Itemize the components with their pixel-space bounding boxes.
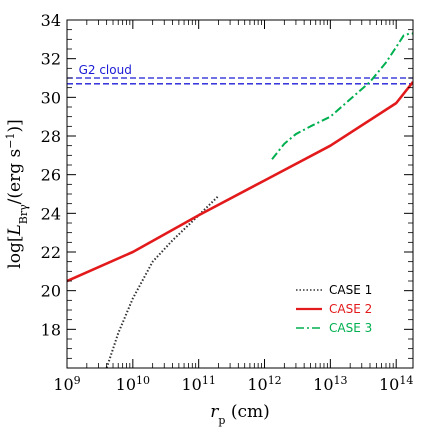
x-tick-label: 1013 (313, 374, 347, 395)
annotation-g2-cloud: G2 cloud (79, 63, 132, 77)
legend: CASE 1 CASE 2 CASE 3 (296, 283, 372, 335)
x-axis-label: rp (cm) (210, 402, 270, 427)
axis-ticks: 109 1010 1011 1012 1013 1014 18 20 22 24 26 28 30 32 3… (41, 11, 414, 394)
y-tick-label: 22 (41, 243, 61, 262)
y-axis-label: log[LBrγ/(erg s−1)] (4, 119, 30, 268)
series-line-case-2 (67, 81, 413, 283)
plot-frame (66, 19, 414, 369)
y-tick-label: 20 (41, 282, 61, 301)
legend-label-1: CASE 1 (329, 283, 372, 297)
axis-labels: rp (cm) log[LBrγ/(erg s−1)] (4, 119, 270, 426)
x-tick-label: 1012 (247, 374, 281, 395)
y-tick-label: 32 (41, 50, 61, 69)
y-tick-label: 26 (41, 166, 61, 185)
plot-area: G2 cloud (67, 32, 413, 368)
x-tick-label: 109 (53, 374, 80, 395)
series-line-case-1 (105, 195, 220, 368)
y-tick-label: 18 (41, 320, 61, 339)
x-tick-label: 1010 (116, 374, 150, 395)
y-tick-label: 24 (41, 204, 61, 223)
legend-label-2: CASE 2 (329, 302, 372, 316)
y-tick-label: 28 (41, 127, 61, 146)
y-tick-label: 34 (41, 11, 61, 30)
legend-label-3: CASE 3 (329, 321, 372, 335)
x-tick-label: 1011 (181, 374, 215, 395)
x-tick-label: 1014 (379, 374, 413, 395)
y-tick-label: 30 (41, 88, 61, 107)
series-line-case-3 (271, 32, 413, 160)
